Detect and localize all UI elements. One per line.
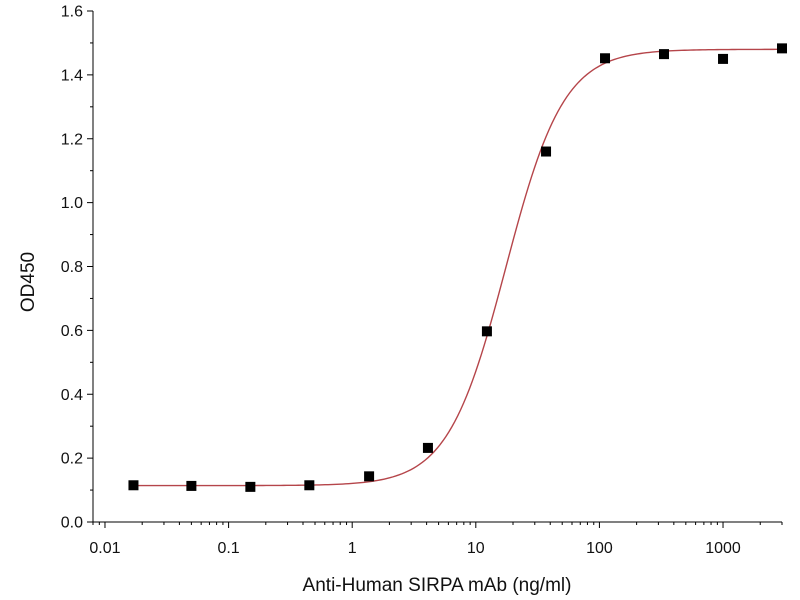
y-tick-label: 0.2 bbox=[61, 451, 83, 468]
y-axis-title: OD450 bbox=[18, 252, 39, 312]
data-points bbox=[128, 43, 787, 492]
x-tick-label: 0.1 bbox=[217, 540, 239, 557]
y-tick-label: 1.0 bbox=[61, 195, 83, 212]
x-tick-label: 1000 bbox=[705, 540, 741, 557]
data-point bbox=[364, 471, 375, 482]
x-tick-label: 10 bbox=[467, 540, 485, 557]
x-tick-label: 100 bbox=[586, 540, 613, 557]
y-tick-label: 1.4 bbox=[61, 67, 83, 84]
data-point bbox=[658, 49, 669, 60]
y-tick-label: 0.6 bbox=[61, 323, 83, 340]
y-tick-label: 1.6 bbox=[61, 4, 83, 21]
data-point bbox=[777, 43, 787, 54]
data-point bbox=[304, 480, 315, 491]
y-tick-label: 0.4 bbox=[61, 387, 83, 404]
data-point bbox=[718, 53, 729, 64]
axes: 0.0 0.2 0.4 0.6 0.8 1.0 1.2 1.4 1.6 0.01 0.1 1 10 100… bbox=[61, 4, 783, 557]
data-point bbox=[186, 480, 197, 491]
y-tick-label: 0.0 bbox=[61, 515, 83, 532]
data-point bbox=[245, 481, 256, 492]
fit-curve-group bbox=[133, 48, 782, 487]
y-tick-label: 1.2 bbox=[61, 131, 83, 148]
x-tick-label: 1 bbox=[348, 540, 357, 557]
data-point bbox=[600, 53, 611, 64]
x-tick-label: 0.01 bbox=[89, 540, 120, 557]
data-point bbox=[422, 442, 433, 453]
x-axis-title: Anti-Human SIRPA mAb (ng/ml) bbox=[303, 575, 572, 596]
fit-curve-line bbox=[133, 48, 782, 487]
data-point bbox=[481, 326, 492, 337]
data-point bbox=[128, 480, 139, 491]
y-tick-label: 0.8 bbox=[61, 259, 83, 276]
data-point bbox=[541, 146, 552, 157]
